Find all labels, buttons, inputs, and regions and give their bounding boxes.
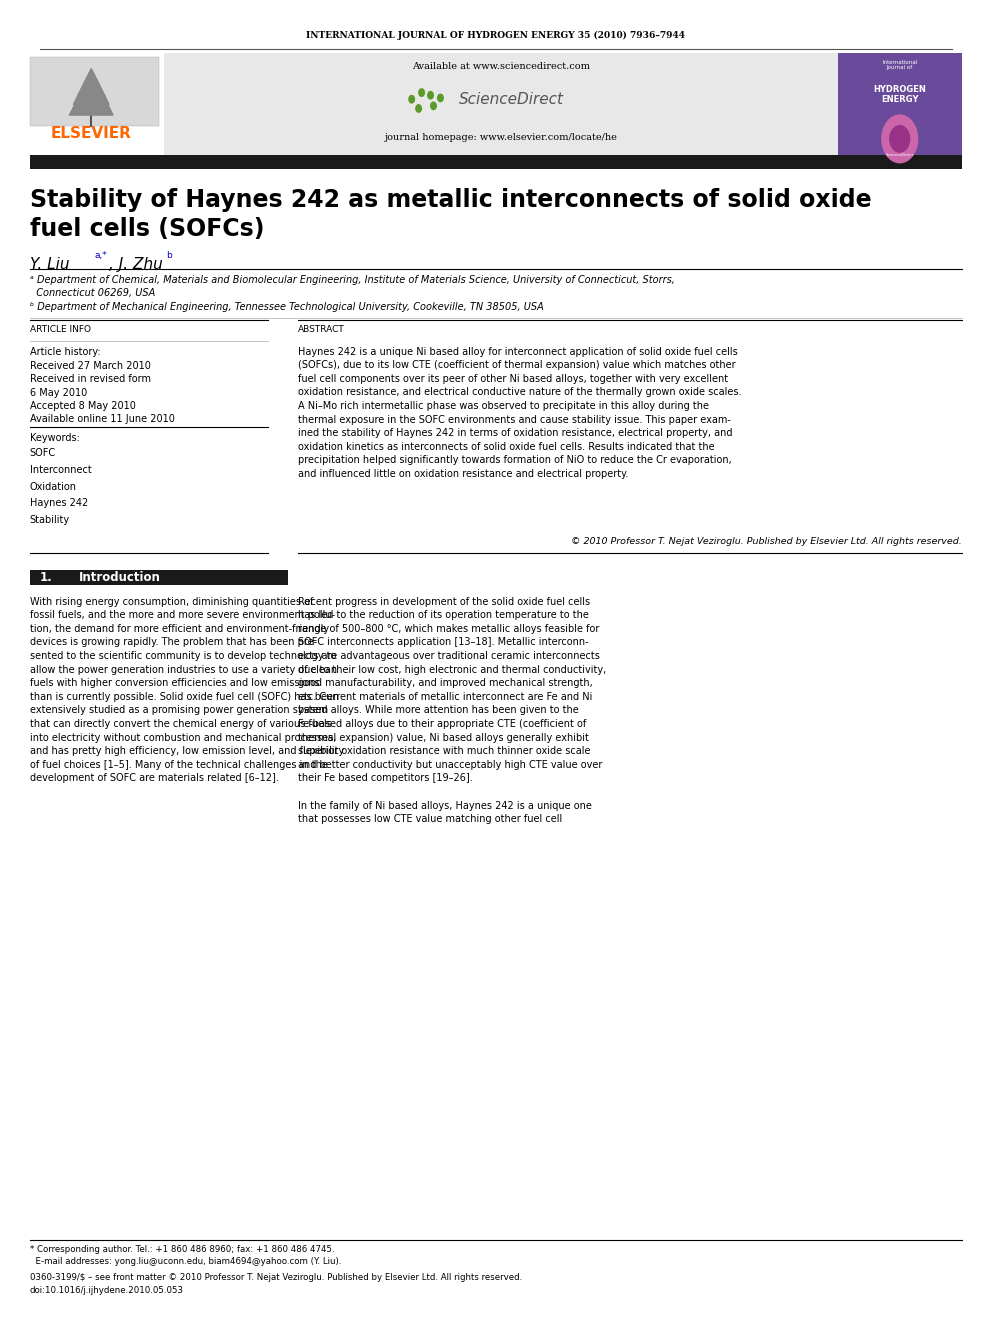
Text: ᵃ Department of Chemical, Materials and Biomolecular Engineering, Institute of M: ᵃ Department of Chemical, Materials and … <box>30 275 675 299</box>
Circle shape <box>416 105 422 112</box>
Text: a,*: a,* <box>94 251 107 261</box>
Text: SOFC: SOFC <box>30 448 56 459</box>
Circle shape <box>890 126 910 152</box>
Text: With rising energy consumption, diminishing quantities of
fossil fuels, and the : With rising energy consumption, diminish… <box>30 597 344 783</box>
Text: 6 May 2010: 6 May 2010 <box>30 388 87 398</box>
Text: Keywords:: Keywords: <box>30 433 79 443</box>
Text: Oxidation: Oxidation <box>30 482 76 492</box>
Text: Recent progress in development of the solid oxide fuel cells
has led to the redu: Recent progress in development of the so… <box>298 597 606 824</box>
Text: INTERNATIONAL JOURNAL OF HYDROGEN ENERGY 35 (2010) 7936–7944: INTERNATIONAL JOURNAL OF HYDROGEN ENERGY… <box>307 30 685 40</box>
Text: ABSTRACT: ABSTRACT <box>298 325 344 335</box>
Text: Available online 11 June 2010: Available online 11 June 2010 <box>30 414 175 425</box>
Text: HYDROGEN
ENERGY: HYDROGEN ENERGY <box>873 85 927 105</box>
FancyBboxPatch shape <box>30 570 288 585</box>
Text: , J. Zhu: , J. Zhu <box>109 257 163 271</box>
Text: Stability: Stability <box>30 515 69 525</box>
FancyBboxPatch shape <box>30 155 962 169</box>
Text: E-mail addresses: yong.liu@uconn.edu, biam4694@yahoo.com (Y. Liu).: E-mail addresses: yong.liu@uconn.edu, bi… <box>30 1257 341 1266</box>
Circle shape <box>437 94 443 102</box>
Text: Stability of Haynes 242 as metallic interconnects of solid oxide
fuel cells (SOF: Stability of Haynes 242 as metallic inte… <box>30 188 871 241</box>
Text: ELSEVIER: ELSEVIER <box>51 126 132 140</box>
Text: ScienceDirect: ScienceDirect <box>459 91 564 107</box>
Text: ARTICLE INFO: ARTICLE INFO <box>30 325 90 335</box>
Circle shape <box>419 89 425 97</box>
Text: Received in revised form: Received in revised form <box>30 374 151 385</box>
Text: Haynes 242: Haynes 242 <box>30 497 88 508</box>
Text: Available at www.sciencedirect.com: Available at www.sciencedirect.com <box>412 62 590 71</box>
Text: ScienceDirect: ScienceDirect <box>886 153 914 157</box>
FancyBboxPatch shape <box>30 57 159 126</box>
Text: International
Journal of: International Journal of <box>882 60 918 70</box>
Text: journal homepage: www.elsevier.com/locate/he: journal homepage: www.elsevier.com/locat… <box>385 132 617 142</box>
Text: 0360-3199/$ – see front matter © 2010 Professor T. Nejat Veziroglu. Published by: 0360-3199/$ – see front matter © 2010 Pr… <box>30 1273 522 1282</box>
Polygon shape <box>73 69 109 105</box>
Text: * Corresponding author. Tel.: +1 860 486 8960; fax: +1 860 486 4745.: * Corresponding author. Tel.: +1 860 486… <box>30 1245 334 1254</box>
Polygon shape <box>69 71 113 115</box>
Text: doi:10.1016/j.ijhydene.2010.05.053: doi:10.1016/j.ijhydene.2010.05.053 <box>30 1286 184 1295</box>
Text: Y. Liu: Y. Liu <box>30 257 69 271</box>
Circle shape <box>431 102 436 110</box>
Circle shape <box>428 91 434 99</box>
FancyBboxPatch shape <box>838 53 962 155</box>
Circle shape <box>882 115 918 163</box>
FancyBboxPatch shape <box>164 53 838 155</box>
Circle shape <box>409 95 415 103</box>
Text: 1.: 1. <box>40 572 53 583</box>
Text: Haynes 242 is a unique Ni based alloy for interconnect application of solid oxid: Haynes 242 is a unique Ni based alloy fo… <box>298 347 741 479</box>
Text: ᵇ Department of Mechanical Engineering, Tennessee Technological University, Cook: ᵇ Department of Mechanical Engineering, … <box>30 302 544 312</box>
Text: Received 27 March 2010: Received 27 March 2010 <box>30 361 151 372</box>
Text: Accepted 8 May 2010: Accepted 8 May 2010 <box>30 401 136 411</box>
Text: © 2010 Professor T. Nejat Veziroglu. Published by Elsevier Ltd. All rights reser: © 2010 Professor T. Nejat Veziroglu. Pub… <box>571 537 962 546</box>
Text: Introduction: Introduction <box>79 572 162 583</box>
Text: Article history:: Article history: <box>30 347 100 357</box>
Polygon shape <box>77 69 105 97</box>
Text: b: b <box>166 251 172 261</box>
Text: Interconnect: Interconnect <box>30 464 91 475</box>
